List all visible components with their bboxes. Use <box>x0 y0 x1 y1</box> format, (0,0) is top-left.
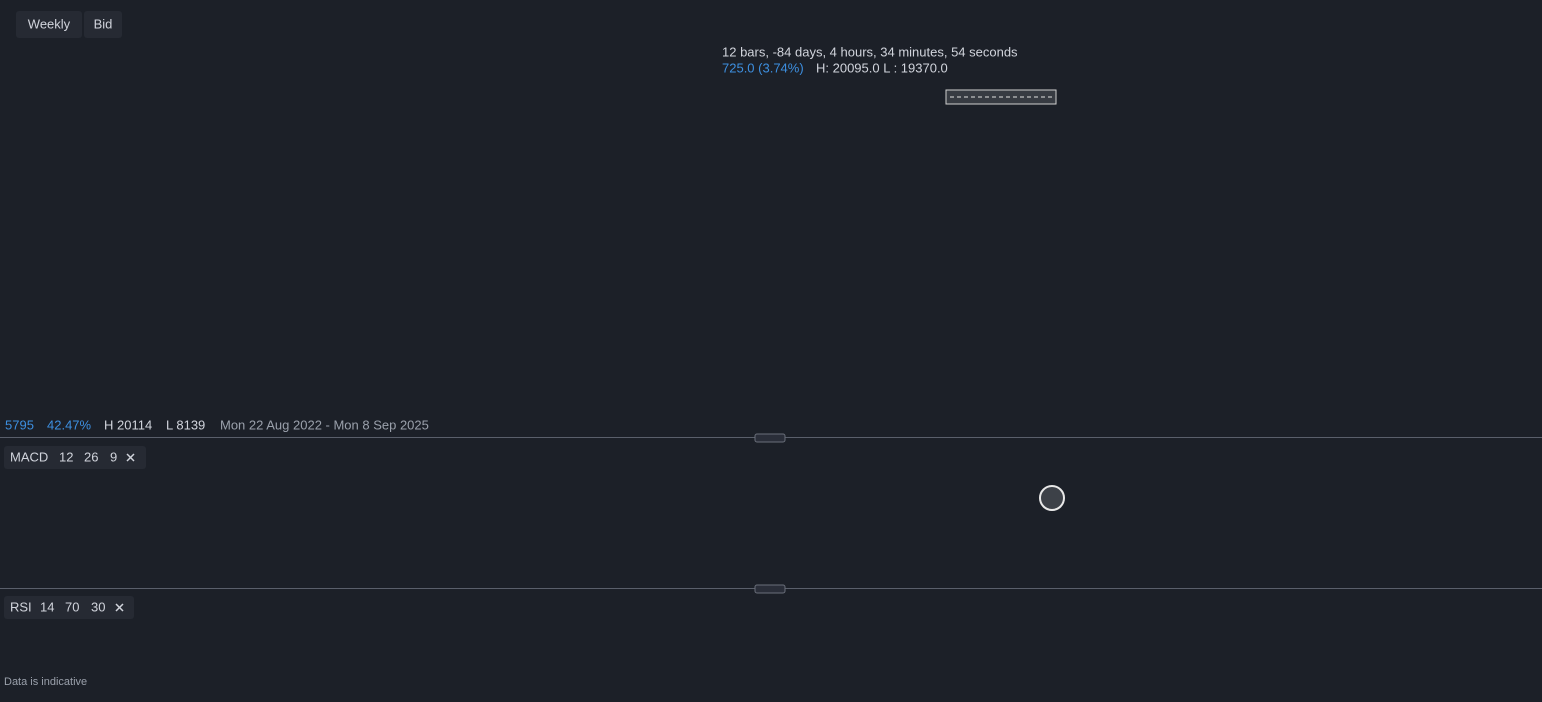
macd-param: 9 <box>110 449 117 464</box>
macd-param: 12 <box>59 449 73 464</box>
measure-duration: 12 bars, -84 days, 4 hours, 34 minutes, … <box>722 44 1018 59</box>
stat-high: H 20114 <box>104 417 152 432</box>
interval-label[interactable]: Weekly <box>28 16 71 31</box>
disclaimer: Data is indicative <box>4 676 87 688</box>
rsi-legend <box>4 596 134 619</box>
macd-param: 26 <box>84 449 98 464</box>
rsi-param: 30 <box>91 599 105 614</box>
highlight-circle <box>1039 485 1065 511</box>
macd-title: MACD <box>10 449 48 464</box>
stat-change: 5795 <box>5 417 34 432</box>
macd-legend <box>4 446 146 469</box>
pane-handle[interactable] <box>754 584 786 594</box>
rsi-title: RSI <box>10 599 32 614</box>
stat-period: Mon 22 Aug 2022 - Mon 8 Sep 2025 <box>220 417 429 432</box>
measure-change: 725.0 (3.74%) <box>722 60 804 75</box>
stat-low: L 8139 <box>166 417 205 432</box>
pane-handle[interactable] <box>754 433 786 443</box>
measure-range: H: 20095.0 L : 19370.0 <box>816 60 948 75</box>
macd-close[interactable] <box>126 453 135 462</box>
price-type-button[interactable] <box>84 11 122 38</box>
rsi-param: 70 <box>65 599 79 614</box>
rsi-param: 14 <box>40 599 54 614</box>
price-type-label[interactable]: Bid <box>94 16 113 31</box>
interval-button[interactable] <box>16 11 82 38</box>
rsi-close[interactable] <box>115 603 124 612</box>
stat-change-pct: 42.47% <box>47 417 92 432</box>
